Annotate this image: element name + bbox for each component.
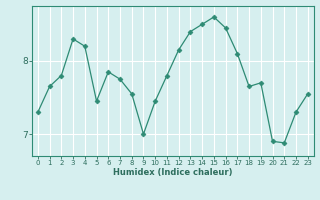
- X-axis label: Humidex (Indice chaleur): Humidex (Indice chaleur): [113, 168, 233, 177]
